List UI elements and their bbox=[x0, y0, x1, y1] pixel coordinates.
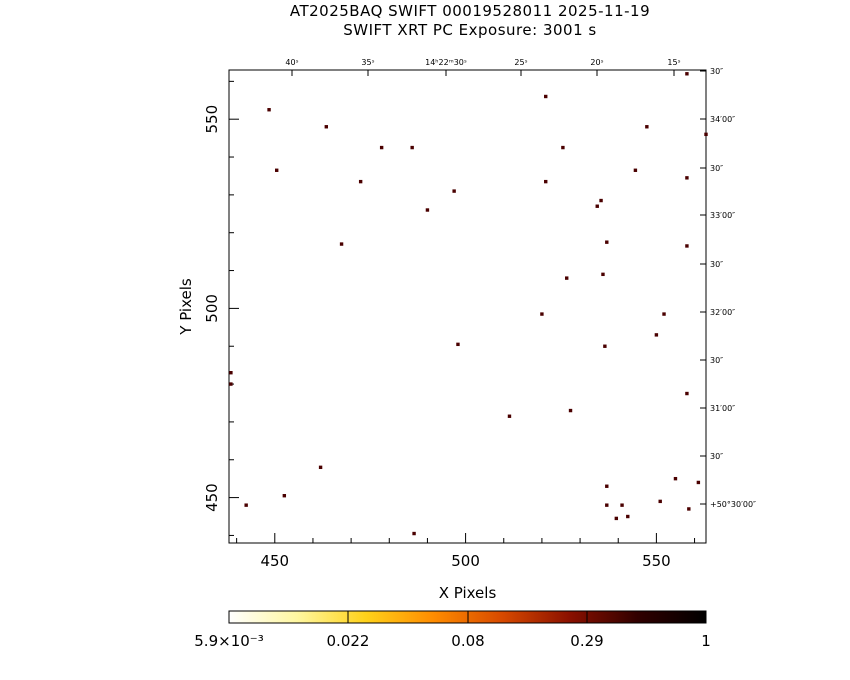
data-point bbox=[561, 145, 565, 150]
x-axis-label: X Pixels bbox=[439, 584, 497, 602]
x-tick-label: 450 bbox=[260, 552, 289, 570]
data-point bbox=[685, 244, 689, 248]
data-point bbox=[605, 503, 609, 507]
data-point bbox=[507, 414, 512, 418]
colorbar-label: 0.022 bbox=[327, 632, 370, 650]
data-point bbox=[603, 344, 607, 348]
ra-tick-label: 25ˢ bbox=[514, 58, 527, 67]
data-point bbox=[620, 503, 624, 507]
data-point bbox=[685, 72, 689, 76]
plot-frame bbox=[228, 69, 707, 544]
x-tick-label: 500 bbox=[451, 552, 480, 570]
data-point bbox=[540, 312, 544, 316]
y-tick-label: 500 bbox=[203, 294, 221, 323]
data-point bbox=[685, 391, 689, 396]
data-point bbox=[267, 108, 271, 112]
data-point bbox=[654, 333, 659, 337]
colorbar: 5.9×10⁻³ 0.022 0.08 0.29 1 bbox=[194, 610, 711, 650]
dec-tick-label: 30″ bbox=[710, 164, 723, 173]
ra-tick-label: 14ʰ22ᵐ30ˢ bbox=[425, 58, 467, 67]
data-point bbox=[244, 503, 248, 507]
y-axis-label: Y Pixels bbox=[177, 278, 195, 336]
data-point bbox=[544, 179, 548, 184]
ra-tick-label: 15ˢ bbox=[667, 58, 680, 67]
data-point bbox=[614, 516, 619, 521]
data-point bbox=[704, 132, 708, 137]
colorbar-label: 1 bbox=[701, 632, 711, 650]
dec-tick-label: 32′00″ bbox=[710, 308, 735, 317]
data-point bbox=[673, 476, 678, 481]
data-point bbox=[662, 312, 666, 316]
dec-tick-label: +50°30′00″ bbox=[710, 500, 756, 509]
data-point bbox=[544, 94, 548, 99]
colorbar-label: 0.08 bbox=[451, 632, 484, 650]
data-point bbox=[282, 494, 287, 498]
data-point bbox=[696, 480, 701, 485]
dec-tick-label: 34′00″ bbox=[710, 115, 735, 124]
colorbar-label: 0.29 bbox=[570, 632, 603, 650]
dec-tick-label: 33′00″ bbox=[710, 211, 735, 220]
data-point bbox=[229, 382, 233, 386]
data-point bbox=[412, 531, 416, 536]
dec-tick-label: 31′00″ bbox=[710, 404, 735, 413]
data-point bbox=[645, 125, 649, 129]
data-point bbox=[318, 465, 323, 470]
data-point bbox=[452, 189, 456, 193]
data-point bbox=[687, 507, 691, 511]
x-tick-label: 550 bbox=[642, 552, 671, 570]
data-point bbox=[601, 272, 605, 277]
data-point bbox=[633, 168, 638, 172]
data-point bbox=[275, 168, 279, 172]
data-point bbox=[565, 276, 569, 280]
data-points bbox=[229, 72, 708, 536]
axis-labels: 40ˢ 35ˢ 14ʰ22ᵐ30ˢ 25ˢ 20ˢ 15ˢ 30″ 34′00″ 30″ 33′0… bbox=[177, 58, 756, 602]
dec-tick-label: 30″ bbox=[710, 260, 723, 269]
data-point bbox=[358, 179, 363, 184]
chart-title-line1: AT2025BAQ SWIFT 00019528011 2025-11-19 bbox=[289, 2, 651, 20]
data-point bbox=[410, 145, 414, 150]
y-tick-label: 450 bbox=[203, 483, 221, 512]
dec-tick-label: 30″ bbox=[710, 452, 723, 461]
ra-tick-label: 20ˢ bbox=[590, 58, 603, 67]
chart-title-line2: SWIFT XRT PC Exposure: 3001 s bbox=[343, 21, 597, 39]
ra-tick-label: 40ˢ bbox=[285, 58, 298, 67]
colorbar-label: 5.9×10⁻³ bbox=[194, 632, 263, 650]
ra-tick-label: 35ˢ bbox=[361, 58, 374, 67]
data-point bbox=[626, 514, 630, 519]
dec-tick-label: 30″ bbox=[710, 67, 723, 76]
axis-ticks bbox=[229, 70, 706, 543]
data-point bbox=[324, 125, 329, 129]
data-point bbox=[229, 371, 233, 375]
data-point bbox=[605, 240, 609, 244]
data-point bbox=[568, 408, 573, 413]
data-point bbox=[599, 198, 603, 203]
data-point bbox=[685, 176, 689, 180]
data-point bbox=[339, 242, 344, 246]
y-tick-label: 550 bbox=[203, 105, 221, 134]
data-point bbox=[379, 145, 384, 150]
data-point bbox=[425, 208, 430, 212]
data-point bbox=[595, 204, 599, 208]
data-point bbox=[456, 342, 460, 347]
data-point bbox=[658, 499, 662, 504]
data-point bbox=[605, 484, 609, 488]
dec-tick-label: 30″ bbox=[710, 356, 723, 365]
